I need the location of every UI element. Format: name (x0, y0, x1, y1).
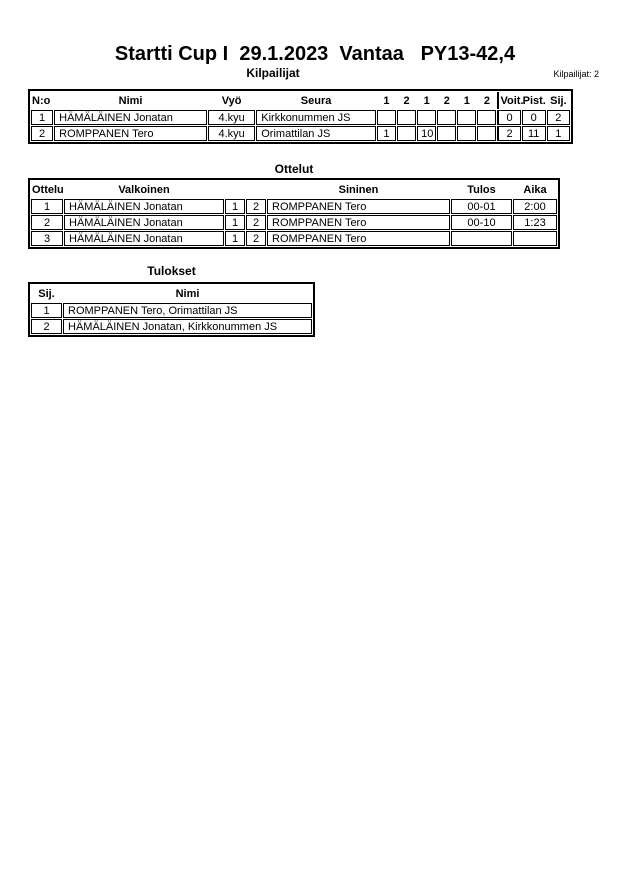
col-header-vyo: Vyö (221, 94, 242, 107)
cell-score (376, 110, 397, 125)
col-header-score2: 2 (403, 94, 410, 107)
cell-seura: Orimattilan JS (256, 126, 376, 141)
col-header-nimi: Nimi (175, 287, 200, 300)
cell-nimi: HÄMÄLÄINEN Jonatan, Kirkkonummen JS (63, 319, 312, 334)
cell-pist: 11 (521, 126, 546, 141)
cell-score (477, 110, 497, 125)
match-row: 1 HÄMÄLÄINEN Jonatan 1 2 ROMPPANEN Tero … (31, 199, 557, 214)
cell-no: 2 (31, 126, 54, 141)
cell-match-no: 3 (31, 231, 63, 246)
col-header-tulos: Tulos (467, 183, 496, 196)
cell-blue-no: 2 (246, 215, 266, 230)
col-header-blank2 (246, 181, 266, 198)
col-header-score5: 1 (463, 94, 470, 107)
section-title-tulokset: Tulokset (147, 264, 196, 278)
cell-blue-name: ROMPPANEN Tero (267, 231, 450, 246)
cell-aika: 1:23 (513, 215, 557, 230)
cell-score (397, 126, 417, 141)
ottelut-table: Ottelu Valkoinen Sininen Tulos Aika 1 HÄ… (28, 178, 560, 249)
col-header-score4: 2 (443, 94, 450, 107)
cell-nimi: ROMPPANEN Tero, Orimattilan JS (63, 303, 312, 318)
cell-white-name: HÄMÄLÄINEN Jonatan (64, 199, 224, 214)
result-row: 2 HÄMÄLÄINEN Jonatan, Kirkkonummen JS (31, 319, 312, 334)
cell-score (477, 126, 497, 141)
cell-match-no: 1 (31, 199, 63, 214)
cell-aika (513, 231, 557, 246)
col-header-no: N:o (32, 94, 51, 107)
cell-tulos: 00-01 (451, 199, 512, 214)
cell-blue-name: ROMPPANEN Tero (267, 215, 450, 230)
col-header-score1: 1 (383, 94, 390, 107)
col-header-sininen: Sininen (338, 183, 379, 196)
col-header-score6: 2 (483, 94, 490, 107)
cell-score (437, 126, 457, 141)
match-row: 2 HÄMÄLÄINEN Jonatan 1 2 ROMPPANEN Tero … (31, 215, 557, 230)
header-row: N:o Nimi Vyö Seura 1 2 1 2 1 2 Voit. Pis… (31, 92, 570, 109)
cell-no: 1 (31, 110, 54, 125)
cell-nimi: ROMPPANEN Tero (54, 126, 207, 141)
col-header-blank1 (225, 181, 245, 198)
cell-voit: 2 (497, 126, 521, 141)
cell-blue-no: 2 (246, 199, 266, 214)
cell-score (457, 126, 477, 141)
cell-voit: 0 (497, 110, 521, 125)
cell-score (457, 110, 477, 125)
col-header-score3: 1 (423, 94, 430, 107)
cell-blue-name: ROMPPANEN Tero (267, 199, 450, 214)
cell-white-no: 1 (225, 215, 245, 230)
cell-white-no: 1 (225, 231, 245, 246)
cell-vyo: 4.kyu (207, 110, 256, 125)
match-row: 3 HÄMÄLÄINEN Jonatan 1 2 ROMPPANEN Tero (31, 231, 557, 246)
cell-score: 1 (376, 126, 397, 141)
competitors-count: Kilpailijat: 2 (553, 69, 599, 79)
header-row: Ottelu Valkoinen Sininen Tulos Aika (31, 181, 557, 198)
cell-sij: 2 (31, 319, 62, 334)
cell-nimi: HÄMÄLÄINEN Jonatan (54, 110, 207, 125)
tulokset-table: Sij. Nimi 1 ROMPPANEN Tero, Orimattilan … (28, 282, 315, 337)
cell-blue-no: 2 (246, 231, 266, 246)
cell-sij: 2 (546, 110, 570, 125)
cell-tulos: 00-10 (451, 215, 512, 230)
col-header-aika: Aika (523, 183, 547, 196)
page-title: Startti Cup I 29.1.2023 Vantaa PY13-42,4 (114, 43, 516, 65)
cell-score (397, 110, 417, 125)
cell-tulos (451, 231, 512, 246)
col-header-ottelu: Ottelu (32, 183, 64, 196)
cell-score (437, 110, 457, 125)
competitor-row: 2 ROMPPANEN Tero 4.kyu Orimattilan JS 1 … (31, 126, 570, 141)
cell-score: 10 (417, 126, 437, 141)
cell-vyo: 4.kyu (207, 126, 256, 141)
col-header-voit: Voit. (497, 92, 524, 109)
cell-white-no: 1 (225, 199, 245, 214)
cell-aika: 2:00 (513, 199, 557, 214)
col-header-nimi: Nimi (118, 94, 143, 107)
competitor-row: 1 HÄMÄLÄINEN Jonatan 4.kyu Kirkkonummen … (31, 110, 570, 125)
header-row: Sij. Nimi (31, 285, 312, 302)
kilpailijat-table: N:o Nimi Vyö Seura 1 2 1 2 1 2 Voit. Pis… (28, 89, 573, 144)
col-header-sij: Sij. (550, 94, 567, 107)
section-title-kilpailijat: Kilpailijat (246, 66, 300, 80)
cell-sij: 1 (546, 126, 570, 141)
col-header-valkoinen: Valkoinen (118, 183, 170, 196)
cell-match-no: 2 (31, 215, 63, 230)
section-title-ottelut: Ottelut (274, 162, 314, 176)
result-row: 1 ROMPPANEN Tero, Orimattilan JS (31, 303, 312, 318)
cell-white-name: HÄMÄLÄINEN Jonatan (64, 231, 224, 246)
cell-sij: 1 (31, 303, 62, 318)
col-header-sij: Sij. (38, 287, 55, 300)
cell-score (417, 110, 437, 125)
col-header-seura: Seura (300, 94, 332, 107)
cell-pist: 0 (521, 110, 546, 125)
cell-white-name: HÄMÄLÄINEN Jonatan (64, 215, 224, 230)
cell-seura: Kirkkonummen JS (256, 110, 376, 125)
col-header-pist: Pist. (522, 94, 546, 107)
